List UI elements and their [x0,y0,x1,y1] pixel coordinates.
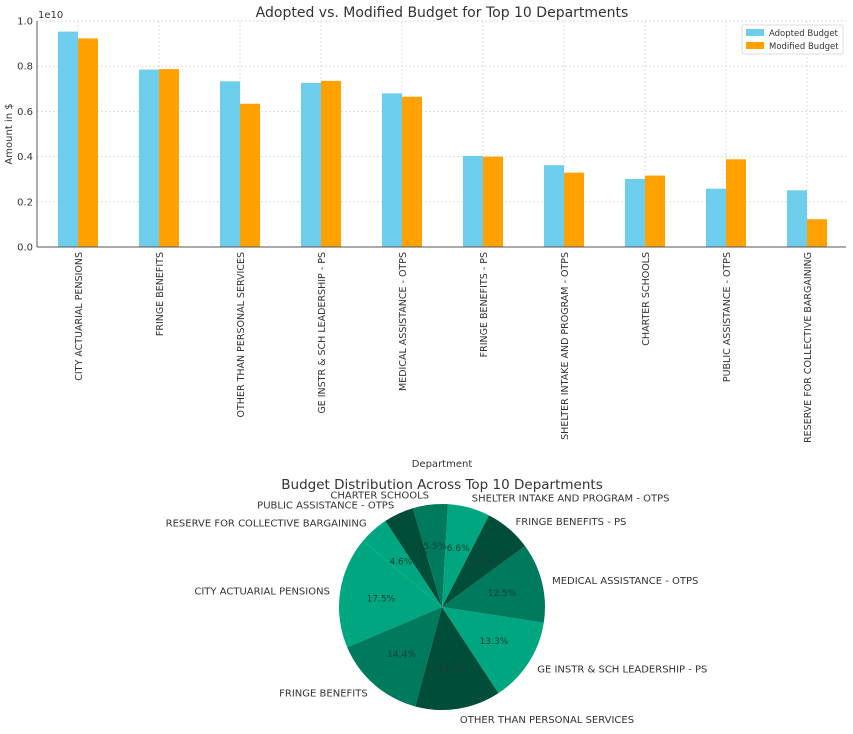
bar-modified [726,159,746,247]
pie-slice-label: PUBLIC ASSISTANCE - OTPS [257,500,394,511]
y-tick-label: 0.2 [17,197,33,208]
bar-modified [78,38,98,247]
pie-pct-label: 5.5% [423,542,446,552]
pie-slice [412,503,448,607]
bar-modified [807,219,827,247]
pie-slice-label: OTHER THAN PERSONAL SERVICES [460,715,634,726]
pie-pct-label: 7.4% [471,556,494,566]
pie-pct-label: 14.4% [387,650,416,660]
legend-swatch-adopted [746,29,764,36]
pie-slice [442,504,489,607]
bar-modified [159,69,179,247]
pie-slice-label: MEDICAL ASSISTANCE - OTPS [552,576,698,587]
legend-swatch-modified [746,42,764,49]
bar-adopted [382,93,402,247]
pie-slice [347,607,442,707]
pie-slice-label: RESERVE FOR COLLECTIVE BARGAINING [166,518,367,529]
y-tick-label: 1.0 [17,17,33,28]
legend-label-adopted: Adopted Budget [769,29,839,39]
pie-slice-label: CHARTER SCHOOLS [330,490,429,501]
y-tick-label: 0.4 [17,152,33,163]
bar-axes: 0.0 0.2 0.4 0.6 0.8 1.0 CITY ACTUARIAL PENSION… [17,17,846,443]
x-tick-label: GE INSTR & SCH LEADERSHIP - PS [317,252,328,414]
bar-adopted [787,190,807,247]
pie-pct-label: 4.6% [389,557,412,567]
bar-modified [564,172,584,247]
bar-adopted [58,31,78,248]
pie-slice [385,508,442,607]
x-tick-label: PUBLIC ASSISTANCE - OTPS [722,252,733,382]
pie-slice-label: GE INSTR & SCH LEADERSHIP - PS [537,664,707,675]
x-tick-label: MEDICAL ASSISTANCE - OTPS [398,252,409,391]
y-tick-label: 0.8 [17,62,33,73]
pie-slice [442,607,544,694]
bar-adopted [625,178,645,247]
bar-chart-title: Adopted vs. Modified Budget for Top 10 D… [256,5,629,21]
bar-modified [240,103,260,247]
x-tick-label: OTHER THAN PERSONAL SERVICES [236,252,247,417]
bar-adopted [301,82,321,247]
bar-adopted [706,188,726,247]
bar-modified [483,156,503,247]
pie-pct-label: 13.4% [437,665,466,675]
pie-pct-label: 17.5% [367,594,396,604]
pie-pct-label: 6.6% [447,544,470,554]
pie-slice [363,521,442,607]
y-tick-label: 0.0 [17,243,33,254]
bar-modified [321,80,341,247]
pie-chart-title: Budget Distribution Across Top 10 Depart… [281,477,602,493]
pie-pct-label: 13.3% [480,637,509,647]
bar-adopted [139,69,159,247]
pie-slice-label: SHELTER INTAKE AND PROGRAM - OTPS [472,494,670,505]
pie: 17.5% CITY ACTUARIAL PENSIONS 14.4% FRINGE … [166,490,708,725]
x-tick-label: FRINGE BENEFITS [155,252,166,336]
pie-slice-label: CITY ACTUARIAL PENSIONS [194,586,330,597]
bar-modified [402,96,422,248]
legend: Adopted Budget Modified Budget [741,24,844,55]
bar-adopted [463,155,483,247]
pie-pct-label: 4.7% [404,547,427,557]
x-axis-label: Department [412,459,473,470]
pie-slice-label: FRINGE BENEFITS - PS [516,517,627,528]
x-tick-label: CHARTER SCHOOLS [641,252,652,346]
bars [58,31,827,248]
bar-modified [645,175,665,247]
pie-slice [415,607,499,710]
legend-box [741,24,844,55]
bar-adopted [220,81,240,247]
y-offset-label: 1e10 [38,10,63,21]
x-tick-label: CITY ACTUARIAL PENSIONS [74,252,85,381]
x-tick-label: FRINGE BENEFITS - PS [479,252,490,357]
bar-adopted [544,165,564,247]
pie-pct-label: 12.5% [488,589,517,599]
pie-slice [442,546,545,623]
y-tick-label: 0.6 [17,107,33,118]
legend-label-modified: Modified Budget [769,42,839,52]
pie-slice [338,540,442,648]
x-tick-label: SHELTER INTAKE AND PROGRAM - OTPS [560,252,571,440]
y-axis-label: Amount in $ [4,103,15,164]
x-tick-label: RESERVE FOR COLLECTIVE BARGAINING [803,252,814,443]
pie-slice-label: FRINGE BENEFITS [279,689,368,700]
pie-slice [442,515,526,607]
